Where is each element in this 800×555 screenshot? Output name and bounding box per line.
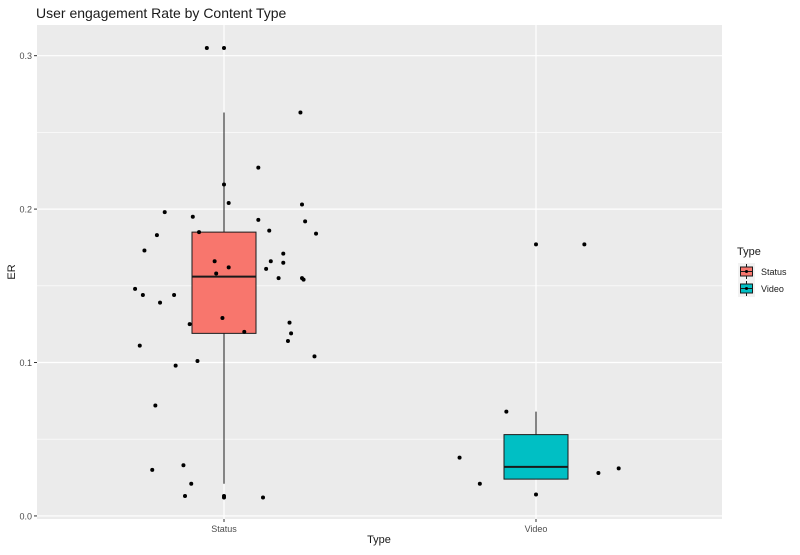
legend: Type Status Video — [737, 246, 787, 297]
y-tick-label: 0.3 — [19, 51, 32, 61]
data-point — [457, 455, 462, 460]
data-point — [140, 293, 145, 298]
data-point — [153, 403, 158, 408]
data-point — [222, 493, 226, 498]
data-point — [289, 331, 294, 336]
data-point — [281, 251, 286, 256]
box-status — [191, 231, 257, 334]
data-point — [204, 46, 209, 51]
data-point — [287, 320, 292, 325]
data-point — [616, 466, 621, 471]
data-point — [596, 470, 601, 475]
data-point — [158, 300, 163, 305]
grid-layer — [37, 25, 722, 519]
data-point — [150, 467, 155, 472]
data-point — [276, 276, 281, 281]
data-point — [212, 259, 217, 264]
data-point — [222, 46, 226, 51]
legend-point — [745, 287, 748, 290]
x-tick-label: Status — [211, 524, 237, 534]
data-point — [222, 182, 226, 187]
data-point — [582, 242, 587, 247]
legend-point — [745, 270, 748, 273]
box-layer — [191, 112, 569, 484]
data-point — [242, 329, 247, 334]
legend-label: Video — [761, 284, 784, 294]
data-point — [268, 259, 273, 264]
data-point — [220, 316, 225, 321]
legend-label: Status — [761, 267, 787, 277]
data-point — [261, 495, 265, 500]
data-point — [142, 248, 147, 253]
data-point — [226, 265, 231, 270]
chart-title: User engagement Rate by Content Type — [36, 5, 287, 21]
data-point — [267, 228, 272, 233]
data-point — [314, 231, 319, 236]
data-point — [534, 242, 538, 247]
data-point — [281, 260, 286, 265]
data-point — [173, 363, 178, 368]
data-point — [285, 339, 290, 344]
data-point — [137, 343, 142, 348]
legend-title: Type — [737, 246, 761, 258]
y-tick-label: 0.1 — [19, 358, 32, 368]
y-axis-label: ER — [6, 264, 18, 279]
x-axis-label: Type — [367, 534, 391, 546]
data-point — [154, 233, 159, 238]
axis-layer: 0.0 0.1 0.2 0.3 Status Video — [19, 51, 547, 534]
data-point — [189, 481, 194, 486]
data-point — [264, 266, 269, 271]
data-point — [197, 230, 202, 235]
data-point — [162, 210, 167, 215]
data-point — [181, 463, 186, 468]
data-point — [190, 214, 195, 219]
data-point — [183, 493, 187, 498]
data-point — [133, 286, 138, 291]
data-point — [256, 217, 261, 222]
point-layer — [133, 46, 621, 500]
y-tick-label: 0.2 — [19, 205, 32, 215]
data-point — [534, 492, 538, 497]
data-point — [172, 293, 177, 298]
data-point — [301, 277, 306, 282]
data-point — [187, 322, 192, 327]
box-video — [503, 434, 569, 480]
data-point — [298, 110, 303, 115]
x-tick-label: Video — [525, 524, 548, 534]
data-point — [214, 271, 219, 276]
data-point — [195, 358, 200, 363]
data-point — [312, 354, 317, 359]
data-point — [300, 202, 304, 207]
data-point — [226, 200, 231, 205]
plot-panel — [37, 25, 722, 519]
y-tick-label: 0.0 — [19, 511, 32, 521]
data-point — [477, 481, 482, 486]
data-point — [256, 165, 261, 170]
data-point — [504, 409, 509, 414]
data-point — [303, 219, 308, 224]
